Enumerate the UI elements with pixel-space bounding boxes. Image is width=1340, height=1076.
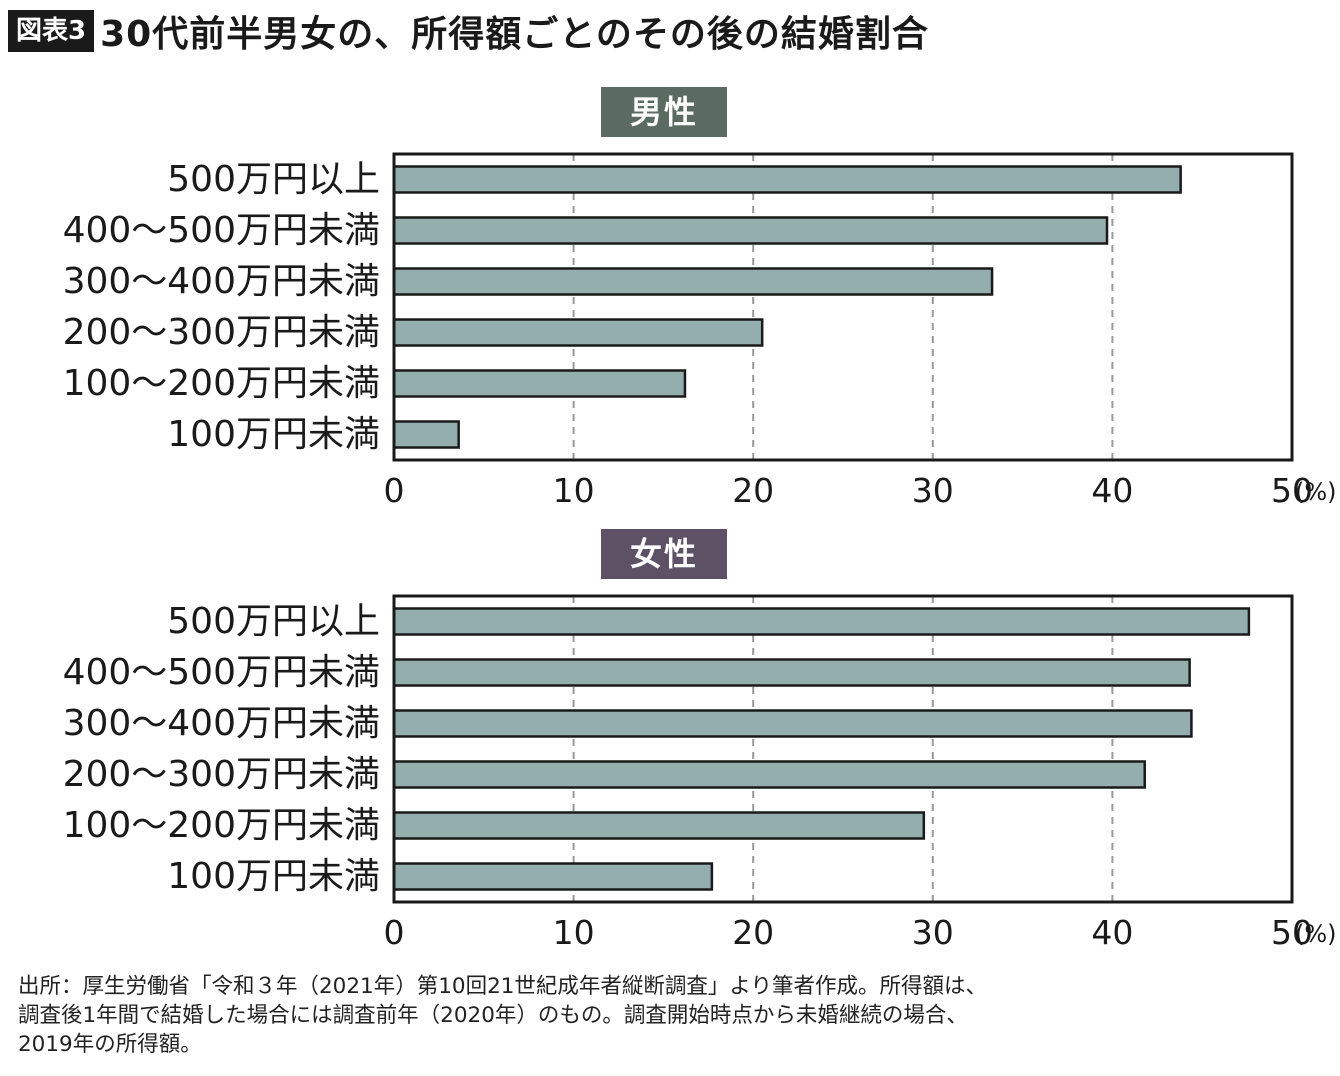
source-line: 出所：厚生労働省「令和３年（2021年）第10回21世紀成年者縦断調査」より筆者… <box>18 974 988 999</box>
category-label: 100～200万円未満 <box>63 805 380 846</box>
bar <box>392 607 1251 636</box>
x-tick-label: 50 <box>1271 913 1313 952</box>
x-tick-label: 20 <box>732 471 774 510</box>
bar <box>392 811 926 840</box>
source-line: 2019年の所得額。 <box>18 1032 202 1057</box>
source-note: 出所：厚生労働省「令和３年（2021年）第10回21世紀成年者縦断調査」より筆者… <box>18 972 1328 1059</box>
category-label: 200～300万円未満 <box>63 312 380 353</box>
bar <box>392 165 1182 194</box>
x-tick-label: 10 <box>553 913 595 952</box>
bar <box>392 420 460 449</box>
plot-frame <box>392 594 1294 904</box>
category-label: 300～400万円未満 <box>63 703 380 744</box>
x-tick-label: 10 <box>553 471 595 510</box>
category-label: 400～500万円未満 <box>63 652 380 693</box>
bar <box>392 862 714 891</box>
category-label: 200～300万円未満 <box>63 754 380 795</box>
x-unit-label: (%) <box>1295 920 1337 948</box>
figure-title: 30代前半男女の、所得額ごとのその後の結婚割合 <box>100 14 929 55</box>
bar <box>392 369 687 398</box>
category-label: 100万円未満 <box>167 856 380 897</box>
x-tick-label: 30 <box>912 471 954 510</box>
category-label: 100万円未満 <box>167 414 380 455</box>
category-label: 400～500万円未満 <box>63 210 380 251</box>
bar <box>392 760 1146 789</box>
bar <box>392 216 1109 245</box>
figure-header: 図表3 30代前半男女の、所得額ごとのその後の結婚割合 <box>8 8 929 55</box>
bar <box>392 318 764 347</box>
figure-label-badge: 図表3 <box>8 10 95 52</box>
category-label: 100～200万円未満 <box>63 363 380 404</box>
panel-title-male: 男性 <box>601 87 727 137</box>
x-tick-label: 0 <box>384 471 405 510</box>
x-tick-label: 40 <box>1091 471 1133 510</box>
plot-frame <box>392 152 1294 462</box>
category-label: 300～400万円未満 <box>63 261 380 302</box>
x-unit-label: (%) <box>1295 478 1337 506</box>
category-label: 500万円以上 <box>167 601 380 642</box>
bar <box>392 658 1191 687</box>
x-tick-label: 30 <box>912 913 954 952</box>
bar <box>392 709 1193 738</box>
source-line: 調査後1年間で結婚した場合には調査前年（2020年）のもの。調査開始時点から未婚… <box>18 1003 968 1028</box>
x-tick-label: 40 <box>1091 913 1133 952</box>
x-tick-label: 0 <box>384 913 405 952</box>
bar <box>392 267 994 296</box>
category-label: 500万円以上 <box>167 159 380 200</box>
x-tick-label: 50 <box>1271 471 1313 510</box>
panel-title-female: 女性 <box>601 529 727 579</box>
x-tick-label: 20 <box>732 913 774 952</box>
